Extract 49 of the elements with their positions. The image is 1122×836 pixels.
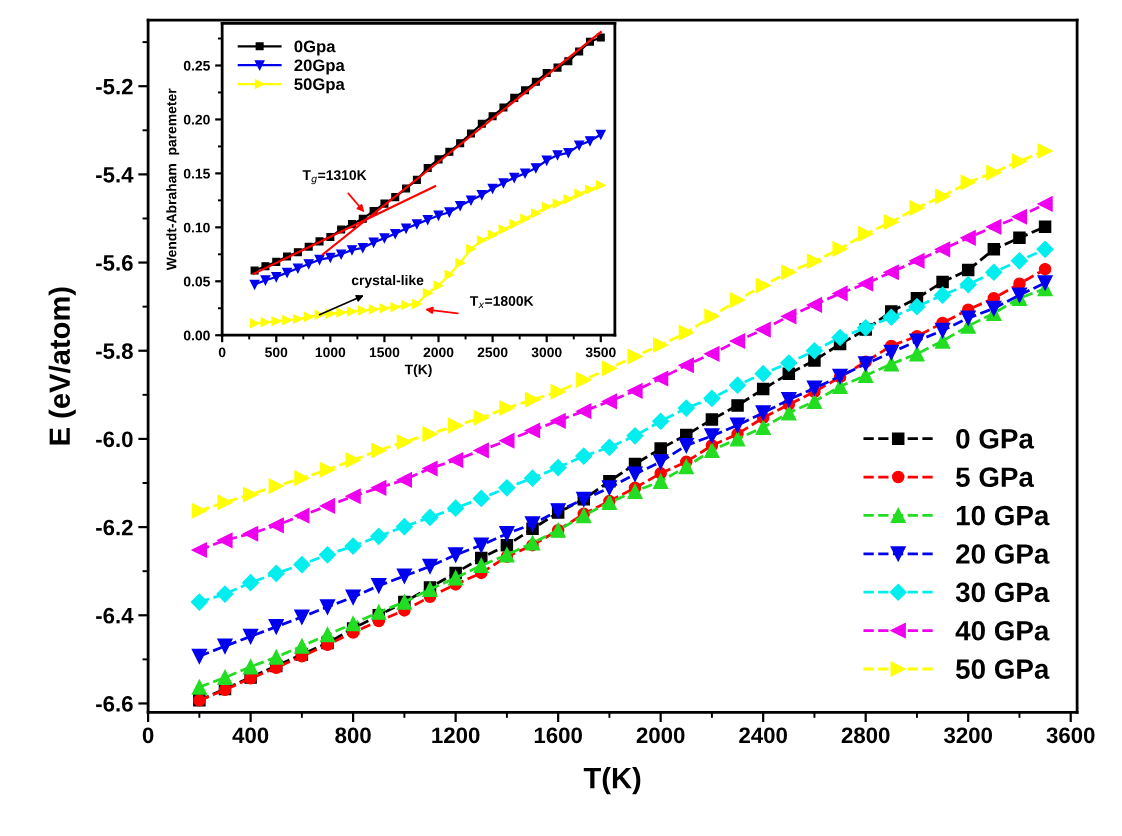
legend-label: 20 GPa bbox=[956, 544, 1050, 564]
y-tick-label: 0.00 bbox=[183, 330, 210, 341]
annotation: T$_{x}$=1800K bbox=[469, 296, 534, 309]
x-axis-title: T(K) bbox=[583, 767, 641, 795]
legend-label: 0Gpa bbox=[294, 40, 336, 56]
y-tick-label: 0.05 bbox=[183, 276, 210, 287]
x-tick-label: 3600 bbox=[1046, 727, 1095, 744]
legend-label: 40 GPa bbox=[955, 620, 1050, 641]
y-tick-label: -5.2 bbox=[96, 78, 133, 95]
x-tick-label: 3500 bbox=[585, 347, 616, 358]
y-tick-label: 0.15 bbox=[183, 168, 210, 179]
legend-label: 20Gpa bbox=[294, 59, 345, 75]
legend-label: 5 GPa bbox=[956, 467, 1035, 488]
x-tick-label: 800 bbox=[335, 727, 371, 744]
y-axis-title: E (eV/atom) bbox=[48, 287, 76, 445]
x-tick-label: 1200 bbox=[432, 727, 480, 744]
x-tick-label: 2800 bbox=[841, 727, 890, 744]
legend-label: 10 GPa bbox=[956, 505, 1050, 526]
y-tick-label: -6.2 bbox=[96, 519, 133, 536]
y-tick-label: 0.10 bbox=[183, 222, 210, 233]
legend-label: 0 GPa bbox=[956, 428, 1035, 449]
y-tick-label: -5.4 bbox=[96, 167, 134, 183]
y-tick-label: 0.20 bbox=[183, 114, 210, 125]
x-tick-label: 0 bbox=[142, 727, 154, 744]
legend-label: 30 GPa bbox=[955, 582, 1050, 603]
annotation: T$_{g}$=1310K bbox=[302, 170, 367, 185]
x-axis-title: T(K) bbox=[404, 364, 432, 378]
x-tick-label: 400 bbox=[232, 727, 269, 744]
x-tick-label: 0 bbox=[218, 347, 226, 358]
x-tick-label: 2000 bbox=[423, 347, 454, 358]
annotation: crystal-like bbox=[351, 274, 424, 288]
x-tick-label: 1000 bbox=[315, 347, 346, 358]
y-tick-label: -6.4 bbox=[96, 607, 134, 624]
y-axis-title: Wendt-Abraham paremeter bbox=[166, 88, 180, 271]
y-tick-label: 0.25 bbox=[183, 60, 210, 71]
x-tick-label: 2500 bbox=[477, 347, 508, 358]
y-tick-label: -6.6 bbox=[96, 695, 133, 712]
x-tick-label: 3000 bbox=[531, 347, 562, 358]
x-tick-label: 2400 bbox=[739, 727, 787, 744]
legend-label: 50Gpa bbox=[294, 78, 345, 94]
x-tick-label: 500 bbox=[265, 347, 288, 358]
y-tick-label: -5.6 bbox=[96, 255, 133, 271]
y-tick-label: -6.0 bbox=[96, 431, 133, 448]
x-tick-label: 3200 bbox=[944, 727, 993, 744]
x-tick-label: 2000 bbox=[636, 727, 685, 744]
y-tick-label: -5.8 bbox=[96, 343, 133, 360]
x-tick-label: 1500 bbox=[369, 347, 400, 358]
legend-label: 50 GPa bbox=[956, 659, 1050, 679]
x-tick-label: 1600 bbox=[534, 727, 582, 744]
